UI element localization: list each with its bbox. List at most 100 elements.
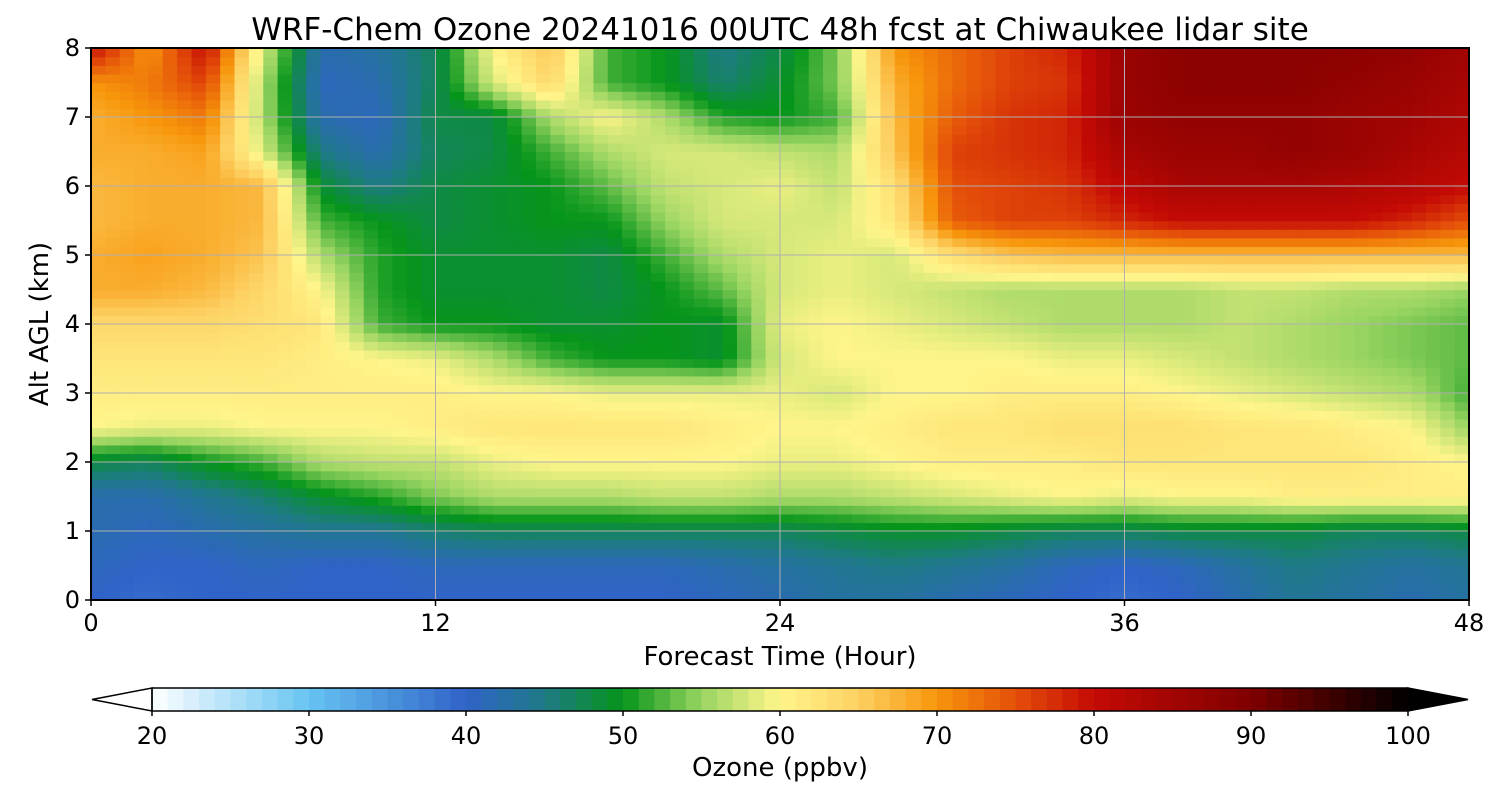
heatmap-cell xyxy=(650,186,666,196)
heatmap-cell xyxy=(765,496,781,506)
heatmap-cell xyxy=(722,470,738,480)
heatmap-cell xyxy=(191,263,207,273)
heatmap-cell xyxy=(1124,375,1140,386)
heatmap-cell xyxy=(765,418,781,429)
heatmap-cell xyxy=(1311,522,1327,532)
heatmap-cell xyxy=(1382,418,1398,429)
heatmap-cell xyxy=(263,436,279,446)
heatmap-cell xyxy=(1382,479,1398,489)
heatmap-cell xyxy=(607,220,623,230)
heatmap-cell xyxy=(808,453,824,463)
heatmap-cell xyxy=(1196,324,1212,334)
heatmap-cell xyxy=(1067,280,1083,291)
heatmap-cell xyxy=(823,548,839,558)
heatmap-cell xyxy=(780,470,796,480)
heatmap-cell xyxy=(579,151,595,161)
heatmap-cell xyxy=(234,496,250,506)
heatmap-cell xyxy=(162,298,178,308)
heatmap-cell xyxy=(1397,332,1413,342)
heatmap-cell xyxy=(851,211,867,222)
heatmap-cell xyxy=(263,220,279,230)
heatmap-cell xyxy=(995,211,1011,222)
heatmap-cell xyxy=(1024,427,1040,437)
heatmap-cell xyxy=(335,177,351,187)
heatmap-cell xyxy=(1282,324,1298,334)
heatmap-cell xyxy=(134,220,150,230)
heatmap-cell xyxy=(277,186,293,196)
heatmap-cell xyxy=(636,531,652,541)
heatmap-cell xyxy=(1311,436,1327,446)
heatmap-cell xyxy=(1311,453,1327,463)
heatmap-cell xyxy=(708,462,724,472)
heatmap-cell xyxy=(1411,410,1427,420)
heatmap-cell xyxy=(1397,263,1413,273)
heatmap-cell xyxy=(378,487,394,498)
heatmap-cell xyxy=(91,324,107,334)
heatmap-cell xyxy=(1196,591,1212,600)
heatmap-cell xyxy=(1296,237,1312,248)
heatmap-cell xyxy=(177,255,193,265)
heatmap-cell xyxy=(780,255,796,265)
heatmap-cell xyxy=(693,393,709,403)
heatmap-cell xyxy=(478,574,494,584)
heatmap-cell xyxy=(693,298,709,308)
heatmap-cell xyxy=(1081,539,1097,549)
heatmap-cell xyxy=(177,211,193,222)
heatmap-cell xyxy=(736,272,752,282)
heatmap-cell xyxy=(794,556,810,567)
heatmap-cell xyxy=(1311,289,1327,299)
heatmap-cell xyxy=(1009,410,1025,420)
heatmap-cell xyxy=(1425,177,1441,187)
heatmap-cell xyxy=(421,418,437,429)
heatmap-cell xyxy=(406,229,422,239)
heatmap-cell xyxy=(708,211,724,222)
heatmap-cell xyxy=(521,393,537,403)
heatmap-cell xyxy=(923,289,939,299)
heatmap-cell xyxy=(535,582,552,593)
heatmap-cell xyxy=(1311,401,1327,411)
heatmap-cell xyxy=(923,211,939,222)
heatmap-cell xyxy=(564,177,580,187)
heatmap-cell xyxy=(751,375,767,386)
heatmap-cell xyxy=(363,470,379,480)
heatmap-cell xyxy=(535,531,552,541)
heatmap-cell xyxy=(134,263,150,273)
heatmap-cell xyxy=(607,358,623,368)
heatmap-cell xyxy=(708,401,724,411)
heatmap-cell xyxy=(306,160,322,170)
heatmap-cell xyxy=(1382,487,1398,498)
heatmap-cell xyxy=(808,168,824,179)
heatmap-cell xyxy=(378,582,394,593)
heatmap-cell xyxy=(650,203,666,213)
heatmap-cell xyxy=(1153,246,1169,256)
heatmap-cell xyxy=(607,211,623,222)
heatmap-cell xyxy=(248,280,264,291)
heatmap-cell xyxy=(521,332,537,342)
heatmap-cell xyxy=(478,565,494,575)
heatmap-cell xyxy=(1181,539,1197,549)
heatmap-cell xyxy=(1095,444,1111,455)
heatmap-cell xyxy=(636,505,652,515)
heatmap-cell xyxy=(823,341,839,351)
heatmap-cell xyxy=(1411,151,1427,161)
heatmap-cell xyxy=(765,522,781,532)
heatmap-cell xyxy=(148,272,164,282)
heatmap-cell xyxy=(1138,375,1154,386)
heatmap-cell xyxy=(1153,280,1169,291)
heatmap-cell xyxy=(105,160,121,170)
heatmap-cell xyxy=(693,522,709,532)
heatmap-cell xyxy=(349,393,365,403)
heatmap-cell xyxy=(622,505,638,515)
heatmap-cell xyxy=(1382,263,1398,273)
heatmap-cell xyxy=(866,177,882,187)
heatmap-cell xyxy=(650,194,666,204)
heatmap-cell xyxy=(1124,177,1140,187)
heatmap-cell xyxy=(995,186,1011,196)
heatmap-cell xyxy=(995,324,1011,334)
heatmap-cell xyxy=(1210,453,1226,463)
heatmap-cell xyxy=(378,470,394,480)
heatmap-cell xyxy=(693,160,709,170)
heatmap-cell xyxy=(909,168,925,179)
heatmap-cell xyxy=(952,194,968,204)
heatmap-cell xyxy=(1081,496,1097,506)
